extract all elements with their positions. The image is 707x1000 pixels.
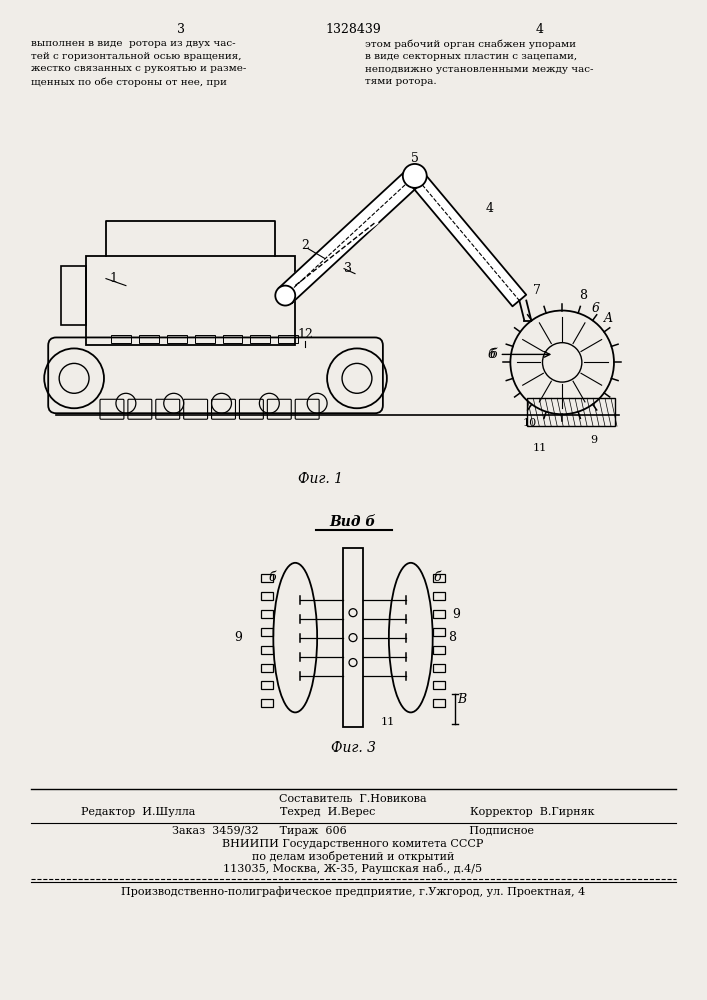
Text: Корректор  В.Гирняк: Корректор В.Гирняк (469, 807, 594, 817)
Bar (527, 398, 615, 426)
Bar (262, 664, 274, 672)
Bar (111, 335, 131, 343)
Text: Редактор  И.Шулла: Редактор И.Шулла (81, 807, 195, 817)
Circle shape (275, 286, 296, 306)
Text: B: B (457, 693, 467, 706)
Text: 6: 6 (592, 302, 600, 315)
Text: 1328439: 1328439 (325, 23, 381, 36)
Text: 10: 10 (522, 418, 537, 428)
Text: Составитель  Г.Новикова: Составитель Г.Новикова (279, 794, 427, 804)
Text: по делам изобретений и открытий: по делам изобретений и открытий (252, 851, 454, 862)
Text: 3: 3 (177, 23, 185, 36)
Bar (194, 335, 214, 343)
Bar (433, 681, 445, 689)
Bar (262, 681, 274, 689)
Bar (433, 664, 445, 672)
Text: 1: 1 (109, 272, 117, 285)
Text: б: б (434, 571, 441, 584)
Text: Фиг. 3: Фиг. 3 (330, 741, 375, 755)
Text: 2: 2 (301, 239, 309, 252)
Text: этом рабочий орган снабжен упорами
в виде секторных пластин с зацепами,
неподвиж: этом рабочий орган снабжен упорами в вид… (365, 39, 593, 86)
Text: 4: 4 (535, 23, 543, 36)
Text: б: б (488, 348, 496, 361)
Bar (433, 646, 445, 654)
Bar (279, 335, 298, 343)
Bar (262, 628, 274, 636)
Bar (262, 646, 274, 654)
Text: б: б (269, 571, 276, 584)
Bar (250, 335, 270, 343)
Text: 11: 11 (381, 717, 395, 727)
Bar (262, 592, 274, 600)
Text: 9: 9 (590, 435, 597, 445)
Text: 12: 12 (297, 328, 313, 341)
Text: ВНИИПИ Государственного комитета СССР: ВНИИПИ Государственного комитета СССР (222, 839, 484, 849)
Bar (61, 266, 86, 325)
Bar (167, 335, 187, 343)
Bar (262, 610, 274, 618)
Text: 5: 5 (411, 152, 419, 165)
Text: 9: 9 (452, 608, 460, 621)
Text: 8: 8 (579, 289, 587, 302)
Text: 9: 9 (235, 631, 243, 644)
Text: Фиг. 1: Фиг. 1 (298, 472, 343, 486)
Bar (433, 610, 445, 618)
Text: A: A (604, 312, 613, 325)
Text: Техред  И.Верес: Техред И.Верес (280, 807, 375, 817)
Text: Вид б: Вид б (329, 515, 376, 529)
Bar (262, 699, 274, 707)
Bar (262, 574, 274, 582)
Text: 7: 7 (533, 284, 542, 297)
Text: 8: 8 (448, 631, 455, 644)
Bar (343, 548, 363, 727)
Text: Заказ  3459/32      Тираж  606                                   Подписное: Заказ 3459/32 Тираж 606 Подписное (172, 826, 534, 836)
Bar (433, 699, 445, 707)
Text: б: б (490, 348, 498, 361)
Text: 3: 3 (344, 262, 352, 275)
Bar (433, 574, 445, 582)
Text: 4: 4 (486, 202, 493, 215)
Text: Производственно-полиграфическое предприятие, г.Ужгород, ул. Проектная, 4: Производственно-полиграфическое предприя… (121, 886, 585, 897)
Bar (86, 256, 296, 345)
Text: 113035, Москва, Ж-35, Раушская наб., д.4/5: 113035, Москва, Ж-35, Раушская наб., д.4… (223, 863, 483, 874)
Polygon shape (408, 170, 526, 306)
Bar (433, 628, 445, 636)
Bar (433, 592, 445, 600)
Polygon shape (279, 169, 421, 303)
Circle shape (403, 164, 427, 188)
Bar (223, 335, 243, 343)
Bar (139, 335, 159, 343)
Text: выполнен в виде  ротора из двух час-
тей с горизонтальной осью вращения,
жестко : выполнен в виде ротора из двух час- тей … (31, 39, 247, 87)
Text: 11: 11 (532, 443, 547, 453)
